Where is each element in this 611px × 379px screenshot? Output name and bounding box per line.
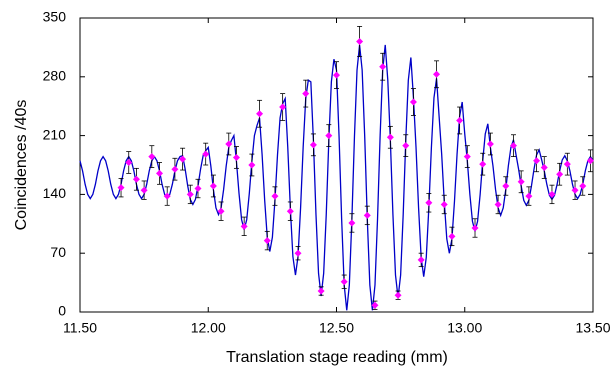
data-point: [433, 70, 441, 78]
data-point: [379, 63, 387, 71]
data-point: [256, 110, 264, 118]
data-point: [225, 140, 233, 148]
data-point: [556, 170, 564, 178]
data-point: [579, 182, 587, 190]
data-point: [186, 190, 194, 198]
data-point: [463, 153, 471, 161]
data-point: [217, 207, 225, 215]
data-point: [440, 200, 448, 208]
data-point: [148, 153, 156, 161]
data-point: [240, 222, 248, 230]
data-point: [386, 133, 394, 141]
data-point: [548, 190, 556, 198]
y-tick-label: 350: [43, 9, 67, 25]
data-point: [325, 132, 333, 140]
y-tick-label: 70: [50, 244, 66, 260]
data-point: [163, 192, 171, 200]
data-point: [571, 186, 579, 194]
y-tick-label: 0: [58, 303, 66, 319]
data-point: [517, 178, 525, 186]
data-point: [471, 224, 479, 232]
data-point: [140, 186, 148, 194]
data-point: [394, 291, 402, 299]
y-tick-label: 140: [43, 185, 67, 201]
data-point: [494, 200, 502, 208]
y-tick-label: 210: [43, 126, 67, 142]
x-axis-label: Translation stage reading (mm): [226, 349, 448, 366]
x-tick-label: 11.50: [63, 320, 97, 336]
data-point: [271, 192, 279, 200]
data-point: [209, 182, 217, 190]
data-point: [586, 157, 594, 165]
y-tick-label: 280: [43, 68, 67, 84]
data-point: [525, 192, 533, 200]
data-point: [179, 155, 187, 163]
data-point: [340, 278, 348, 286]
data-point: [456, 116, 464, 124]
data-point: [371, 301, 379, 309]
data-point: [132, 175, 140, 183]
data-point: [356, 38, 364, 46]
data-point: [232, 153, 240, 161]
x-tick-label: 13.00: [447, 320, 482, 336]
data-point: [279, 103, 287, 111]
data-point: [486, 140, 494, 148]
data-point: [348, 219, 356, 227]
data-point: [171, 165, 179, 173]
data-point: [317, 287, 325, 295]
y-axis-label: Coincidences /40s: [13, 100, 30, 231]
data-point: [417, 256, 425, 264]
data-point: [479, 160, 487, 168]
data-point: [502, 182, 510, 190]
data-point: [509, 142, 517, 150]
data-point: [125, 158, 133, 166]
x-tick-label: 13.50: [575, 320, 610, 336]
data-point: [363, 211, 371, 219]
data-point: [533, 157, 541, 165]
data-point: [294, 249, 302, 257]
data-point: [425, 199, 433, 207]
data-point: [309, 141, 317, 149]
x-tick-label: 12.50: [319, 320, 354, 336]
data-point: [302, 90, 310, 98]
data-point: [156, 169, 164, 177]
data-point: [540, 164, 548, 172]
data-point: [409, 98, 417, 106]
data-point: [202, 150, 210, 158]
x-tick-label: 12.00: [191, 320, 226, 336]
data-point: [117, 184, 125, 192]
data-point: [333, 71, 340, 79]
data-point: [263, 237, 271, 245]
data-point: [402, 142, 410, 150]
data-point: [448, 232, 456, 240]
data-point: [194, 185, 202, 193]
data-point: [248, 161, 256, 169]
data-point: [563, 160, 571, 168]
data-point: [286, 207, 294, 215]
